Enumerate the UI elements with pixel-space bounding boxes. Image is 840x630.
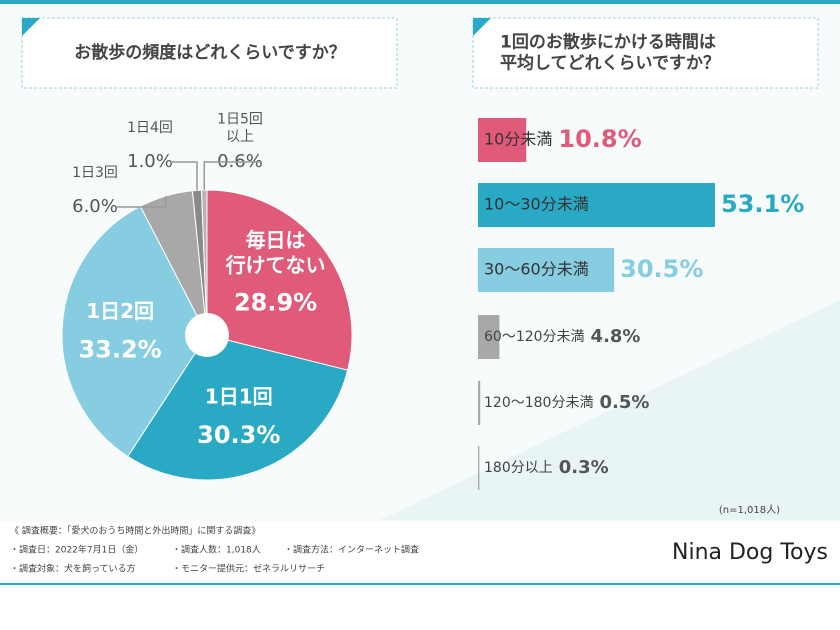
bar-label: 10分未満 <box>484 130 552 149</box>
pie-slice <box>61 205 208 458</box>
leader-line <box>172 161 198 191</box>
title-box <box>21 17 398 89</box>
corner <box>473 18 491 36</box>
footer-text: ・調査人数：1,018人 <box>172 544 261 556</box>
value-label: 28.9% <box>234 288 317 316</box>
bar-label: 180分以上 <box>484 460 553 476</box>
footer-text: ・モニター提供元：ゼネラルリサーチ <box>172 563 325 575</box>
slice-label: 1日4回 <box>127 120 173 136</box>
slice-label: 1日1回 <box>205 384 273 408</box>
bar <box>478 183 715 227</box>
value-label: 4.8% <box>591 326 641 347</box>
brand: Nina Dog Toys <box>672 540 828 565</box>
bar <box>478 315 500 359</box>
value-label: 6.0% <box>72 196 118 217</box>
title-box <box>472 17 819 89</box>
slice-label: 1日3回 <box>72 165 118 181</box>
bar <box>478 446 480 490</box>
value-label: 53.1% <box>721 190 804 218</box>
slice-label: 1日5回以上 <box>217 111 263 145</box>
slice-label: 毎日は行けてない <box>225 227 326 276</box>
bar <box>478 248 615 292</box>
value-label: 33.2% <box>78 336 161 364</box>
value-label: 10.8% <box>558 125 641 153</box>
value-label: 0.5% <box>599 392 649 413</box>
sample-note: (n=1,018人) <box>719 504 780 516</box>
value-label: 30.5% <box>620 255 703 283</box>
value-label: 30.3% <box>197 421 280 449</box>
value-label: 0.3% <box>559 457 609 478</box>
chart-title: お散歩の頻度はどれくらいですか？ <box>74 42 346 63</box>
chart-title: 1回のお散歩にかける時間は平均してどれくらいですか？ <box>500 31 720 73</box>
pie-hole <box>185 313 229 357</box>
footer-text: 《 調査概要：「愛犬のおうち時間と外出時間」に関する調査》 <box>10 525 260 537</box>
footer-text: ・調査日：2022年7月1日（金） <box>10 544 143 556</box>
footer-text: ・調査対象：犬を飼っている方 <box>10 563 136 575</box>
footer-band <box>0 522 840 584</box>
decoration <box>380 300 840 520</box>
pie-slice <box>206 189 353 371</box>
bar-label: 30〜60分未満 <box>484 260 589 279</box>
bar <box>478 118 527 162</box>
footer-text: ・調査方法：インターネット調査 <box>284 544 419 556</box>
value-label: 1.0% <box>127 151 173 172</box>
bar-label: 120〜180分未満 <box>484 395 593 411</box>
corner <box>22 18 40 36</box>
pie-slice <box>127 334 349 481</box>
bar <box>478 381 481 425</box>
bar-label: 60〜120分未満 <box>484 329 585 345</box>
leader-line <box>203 161 262 191</box>
top-border <box>0 0 840 4</box>
slice-label: 1日2回 <box>86 299 154 323</box>
leader-line <box>117 196 167 208</box>
bar-label: 10〜30分未満 <box>484 195 589 214</box>
